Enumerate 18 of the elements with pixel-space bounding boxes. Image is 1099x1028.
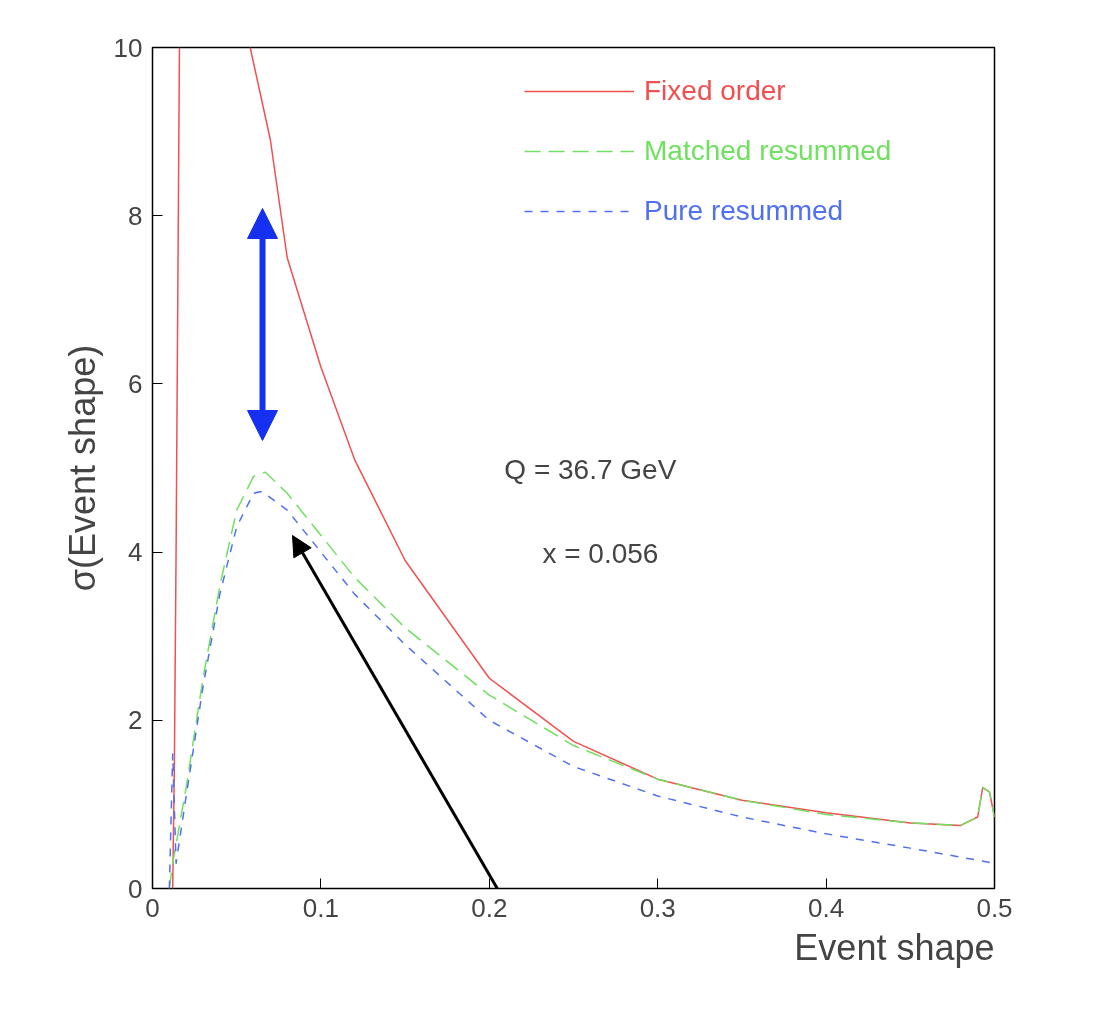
legend-label: Pure resummed (644, 195, 844, 227)
x-tick-label: 0.1 (302, 892, 339, 923)
legend-label: Fixed order (644, 75, 786, 107)
annotation: x = 0.056 (542, 537, 659, 569)
y-tick-label: 6 (128, 368, 143, 399)
y-tick-label: 4 (128, 537, 143, 568)
y-tick-label: 2 (128, 705, 143, 736)
y-axis-title: σ(Event shape) (61, 344, 103, 592)
y-tick-label: 10 (113, 32, 143, 63)
x-tick-label: 0.5 (976, 892, 1013, 923)
x-axis-title: Event shape (794, 926, 995, 968)
x-tick-label: 0.3 (639, 892, 676, 923)
y-tick-label: 0 (128, 873, 143, 904)
x-tick-label: 0.4 (808, 892, 845, 923)
legend-label: Matched resummed (644, 135, 892, 167)
annotation: Q = 36.7 GeV (504, 453, 677, 485)
x-tick-label: 0.2 (471, 892, 508, 923)
y-tick-label: 8 (128, 200, 143, 231)
